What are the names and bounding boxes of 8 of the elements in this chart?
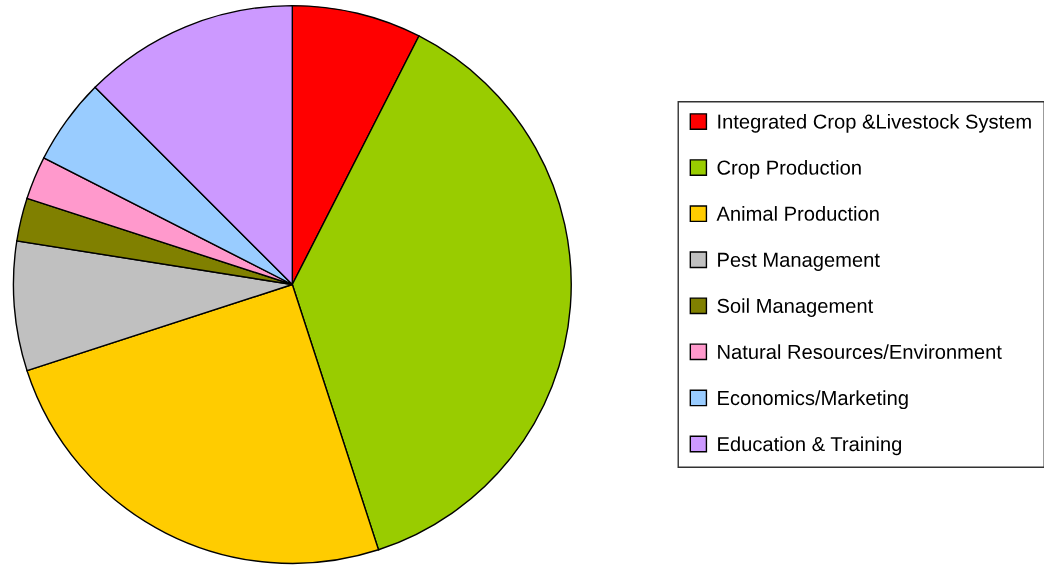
legend-label: Crop Production bbox=[717, 160, 861, 179]
legend-label: Animal Production bbox=[716, 206, 879, 221]
legend-label: Economics/Marketing bbox=[718, 390, 908, 410]
legend-label: Education & Training bbox=[718, 436, 902, 456]
legend-label: Integrated Crop &Livestock System bbox=[718, 113, 1031, 133]
legend-label: Pest Management bbox=[718, 252, 880, 271]
legend-label: Natural Resources/Environment bbox=[718, 344, 1002, 360]
legend-label: Soil Management bbox=[717, 298, 874, 317]
